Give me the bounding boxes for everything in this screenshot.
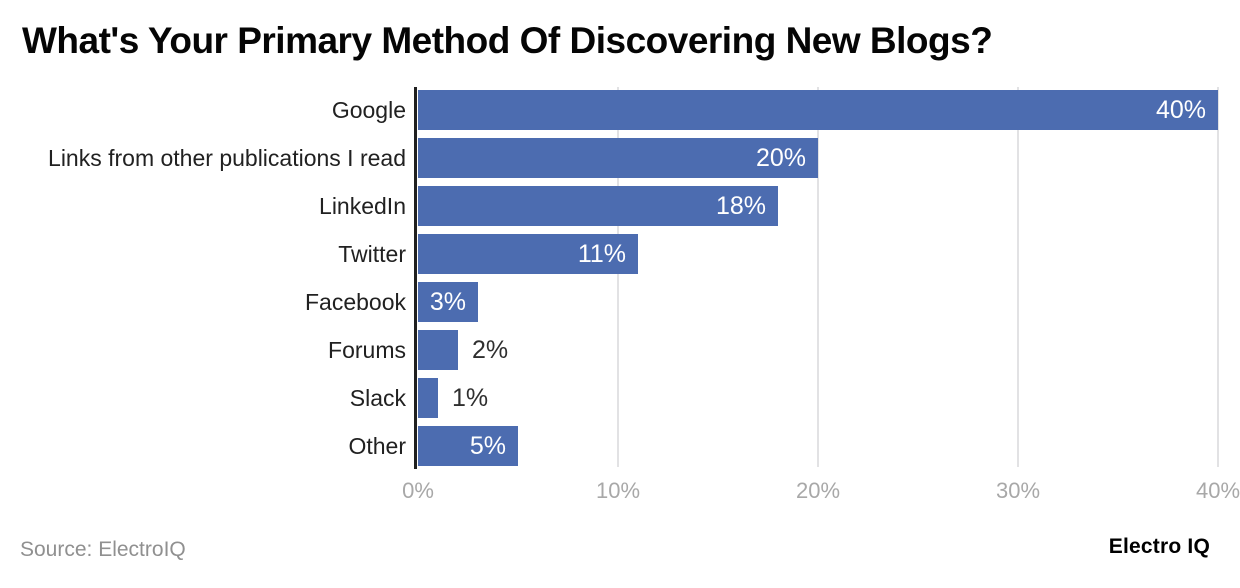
y-axis-line	[414, 87, 417, 469]
gridline	[1017, 87, 1019, 467]
bar: 18%	[418, 186, 778, 226]
x-tick-label: 10%	[595, 478, 641, 503]
source-note: Source: ElectroIQ	[20, 538, 186, 561]
bar-value-label: 5%	[469, 432, 506, 460]
x-tick-label: 40%	[1195, 478, 1240, 503]
bar-value-label: 18%	[715, 192, 766, 220]
brand-logo: Electro IQ	[1108, 535, 1210, 558]
bar	[418, 378, 438, 418]
gridline	[1217, 87, 1219, 467]
bar: 40%	[418, 90, 1218, 130]
chart-title: What's Your Primary Method Of Discoverin…	[22, 20, 993, 61]
bar	[418, 330, 458, 370]
category-label: Twitter	[338, 241, 406, 267]
bar-value-label: 40%	[1155, 96, 1206, 124]
bar: 5%	[418, 426, 518, 466]
x-tick-label: 0%	[402, 478, 434, 503]
x-axis: 0% 10% 20% 30% 40%	[0, 478, 1240, 508]
bar: 20%	[418, 138, 818, 178]
bar-value-label: 20%	[755, 144, 806, 172]
bar: 11%	[418, 234, 638, 274]
gridline	[617, 87, 619, 467]
bar-value-label: 3%	[429, 288, 466, 316]
category-label: Other	[348, 433, 406, 459]
plot-area: 40% 20% 18% 11% 3% 2% 1% 5%	[418, 87, 1219, 467]
bar: 3%	[418, 282, 478, 322]
category-label: Forums	[328, 337, 406, 363]
gridline	[817, 87, 819, 467]
x-tick-label: 30%	[995, 478, 1041, 503]
category-label: Facebook	[304, 289, 406, 315]
x-tick-label: 20%	[795, 478, 841, 503]
category-label: Slack	[349, 385, 406, 411]
category-label: LinkedIn	[319, 193, 406, 219]
category-label: Links from other publications I read	[48, 145, 406, 171]
category-labels-column: Google Links from other publications I re…	[0, 90, 406, 474]
bar-value-label: 2%	[472, 336, 509, 364]
bar-value-label: 1%	[452, 384, 489, 412]
bar-value-label: 11%	[577, 240, 626, 268]
category-label: Google	[331, 97, 406, 123]
